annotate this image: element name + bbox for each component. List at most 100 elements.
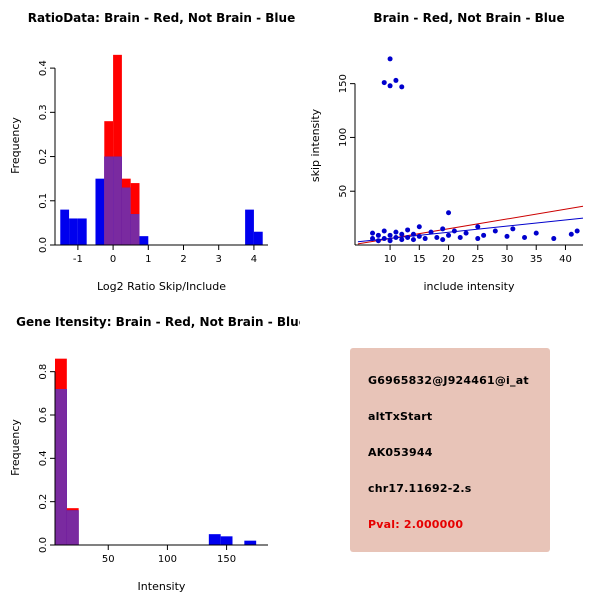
hist-bar-blue xyxy=(244,540,257,545)
hist-bar-blue xyxy=(77,218,87,245)
scatter-point xyxy=(405,227,411,233)
y-tick-label: 0.3 xyxy=(38,104,49,120)
scatter-point xyxy=(463,230,469,236)
x-tick-label: 3 xyxy=(216,254,222,265)
scatter-point xyxy=(446,232,452,238)
x-tick-label: 1 xyxy=(145,254,151,265)
x-tick-label: 4 xyxy=(251,254,257,265)
scatter-point xyxy=(393,229,399,235)
hist-bar-blue xyxy=(220,536,233,545)
x-tick-label: 20 xyxy=(442,254,455,265)
y-axis-label: Frequency xyxy=(9,419,22,476)
skip-vs-include-scatter-chart: 10 15 20 25 30 35 40 50 100 150 Brain - Red, Not B… xyxy=(309,11,584,293)
x-tick-label: 100 xyxy=(158,554,177,565)
panel-gene-intensity-histogram: 50 100 150 0.0 0.2 0.4 0.6 0.8 Gene Itensity: Br… xyxy=(0,300,300,600)
hist-bar-blue xyxy=(95,178,105,245)
y-tick-label: 0.2 xyxy=(38,494,49,510)
scatter-point xyxy=(399,231,405,237)
panel-intensity-scatter: 10 15 20 25 30 35 40 50 100 150 Brain - Red, Not B… xyxy=(300,0,600,300)
accession-text: AK053944 xyxy=(368,446,433,459)
scatter-point xyxy=(422,236,428,242)
scatter-point xyxy=(370,230,376,236)
scatter-point xyxy=(481,232,487,238)
notbrain-fit-line xyxy=(357,217,584,243)
scatter-point xyxy=(568,231,574,237)
scatter-point xyxy=(381,236,387,242)
hist-bar-overlap xyxy=(66,510,79,545)
x-tick-label: -1 xyxy=(73,254,83,265)
gene-info-panel: G6965832@J924461@i_at altTxStart AK05394… xyxy=(350,348,550,552)
scatter-point xyxy=(522,234,528,240)
scatter-point xyxy=(510,226,516,232)
hist-bar-blue xyxy=(60,209,70,245)
scatter-point xyxy=(387,83,393,89)
hist-bar-red xyxy=(113,54,122,245)
x-axis-label: include intensity xyxy=(423,280,515,293)
chromosome-location-text: chr17.11692-2.s xyxy=(368,482,472,495)
x-tick-label: 0 xyxy=(110,254,116,265)
gene-intensity-histogram-chart: 50 100 150 0.0 0.2 0.4 0.6 0.8 Gene Itensity: Br… xyxy=(9,315,300,593)
scatter-point xyxy=(434,234,440,240)
y-tick-label: 0.1 xyxy=(38,193,49,209)
chart-title: Gene Itensity: Brain - Red, Not Brain - … xyxy=(16,315,300,329)
scatter-point xyxy=(416,224,422,230)
x-tick-label: 15 xyxy=(413,254,426,265)
scatter-point xyxy=(475,224,481,230)
y-tick-label: 0.8 xyxy=(38,364,49,380)
hist-bar-overlap xyxy=(55,389,67,545)
y-axis-label: skip intensity xyxy=(309,108,322,182)
y-tick-label: 0.0 xyxy=(38,237,49,253)
scatter-point xyxy=(440,237,446,243)
scatter-point xyxy=(381,80,387,86)
scatter-point xyxy=(410,231,416,237)
x-axis-label: Log2 Ratio Skip/Include xyxy=(97,280,226,293)
hist-bar-blue xyxy=(69,218,78,245)
ratio-histogram-chart: -1 0 1 2 3 4 0.0 0.1 0.2 0.3 0.4 RatioData: Brain -… xyxy=(9,11,295,293)
hist-bar-overlap xyxy=(113,156,122,245)
scatter-point xyxy=(387,56,393,62)
scatter-point xyxy=(504,233,510,239)
x-tick-label: 2 xyxy=(180,254,186,265)
x-tick-label: 150 xyxy=(217,554,236,565)
scatter-point xyxy=(410,237,416,243)
scatter-point xyxy=(405,234,411,240)
scatter-point xyxy=(375,232,381,238)
scatter-point xyxy=(551,236,557,242)
scatter-point xyxy=(399,237,405,243)
hist-bar-red xyxy=(130,183,140,245)
x-tick-label: 30 xyxy=(501,254,514,265)
scatter-point xyxy=(492,228,498,234)
x-tick-label: 50 xyxy=(102,554,115,565)
scatter-point xyxy=(457,234,463,240)
x-tick-label: 10 xyxy=(384,254,397,265)
event-type-text: altTxStart xyxy=(368,410,433,423)
chart-title: RatioData: Brain - Red, Not Brain - Blue xyxy=(28,11,295,25)
y-tick-label: 100 xyxy=(338,128,349,147)
y-axis-label: Frequency xyxy=(9,117,22,174)
y-tick-label: 0.2 xyxy=(38,149,49,165)
scatter-point xyxy=(381,228,387,234)
probe-id-text: G6965832@J924461@i_at xyxy=(368,374,529,387)
scatter-point xyxy=(475,236,481,242)
y-tick-label: 0.4 xyxy=(38,60,49,76)
scatter-point xyxy=(416,233,422,239)
scatter-point xyxy=(451,228,457,234)
hist-bar-blue xyxy=(208,534,221,545)
hist-bar-overlap xyxy=(104,156,114,245)
scatter-point xyxy=(574,228,580,234)
hist-bar-blue xyxy=(253,231,263,245)
scatter-point xyxy=(387,232,393,238)
hist-bar-blue xyxy=(139,236,149,245)
hist-bar-blue xyxy=(245,209,254,245)
panel-ratio-histogram: -1 0 1 2 3 4 0.0 0.1 0.2 0.3 0.4 RatioData: Brain -… xyxy=(0,0,300,300)
scatter-point xyxy=(446,210,452,216)
scatter-point xyxy=(370,236,376,242)
y-tick-label: 0.0 xyxy=(38,537,49,553)
chart-title: Brain - Red, Not Brain - Blue xyxy=(373,11,564,25)
x-tick-label: 35 xyxy=(530,254,543,265)
scatter-point xyxy=(440,226,446,232)
hist-bar-overlap xyxy=(121,187,131,245)
x-tick-label: 40 xyxy=(559,254,572,265)
y-tick-label: 50 xyxy=(338,185,349,198)
